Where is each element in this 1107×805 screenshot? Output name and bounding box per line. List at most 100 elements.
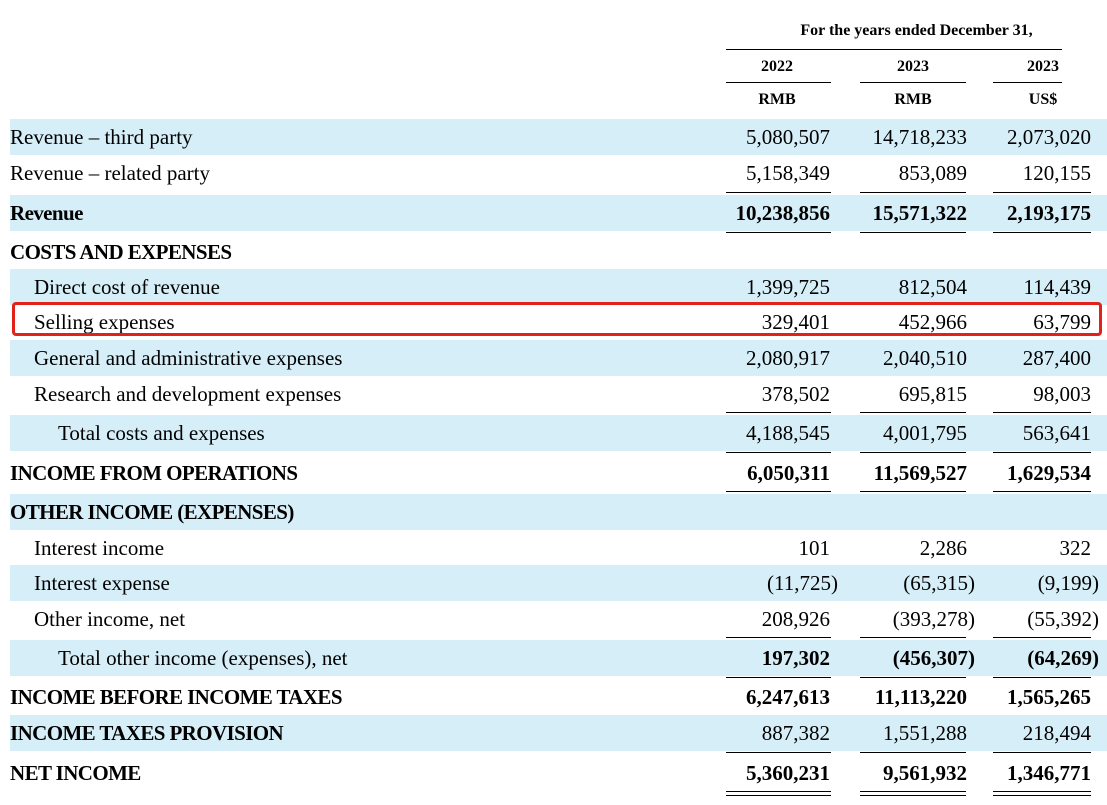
subtotal-rule	[860, 752, 966, 753]
grand-total-double-rule	[726, 791, 831, 796]
table-row: Research and development expenses 378,50…	[10, 376, 1107, 412]
cell-2023-rmb: 1,551,288	[883, 721, 967, 745]
cell-2023-usd: 1,346,771	[1007, 761, 1091, 785]
subtotal-rule	[993, 412, 1091, 413]
cell-2023-rmb: 2,286	[919, 536, 967, 560]
row-label: Interest expense	[34, 571, 170, 595]
header-rule	[726, 49, 1062, 50]
cell-2023-rmb: (65,315)	[903, 571, 975, 595]
total-rule	[726, 677, 831, 678]
cell-2023-usd: 120,155	[1022, 161, 1091, 185]
total-rule	[726, 232, 831, 233]
col-currency-rmb-2: RMB	[894, 91, 932, 108]
section-heading: COSTS AND EXPENSES	[10, 240, 232, 264]
col-year-2023-usd: 2023	[1027, 58, 1059, 75]
total-rule	[993, 677, 1091, 678]
row-label: Total costs and expenses	[58, 421, 265, 445]
year-rule-1	[726, 82, 831, 83]
cell-2023-rmb: 695,815	[898, 382, 967, 406]
cell-2023-rmb: 812,504	[898, 275, 967, 299]
cell-2022-rmb: 5,360,231	[746, 761, 830, 785]
cell-2022-rmb: 887,382	[761, 721, 830, 745]
cell-2023-rmb: 9,561,932	[883, 761, 967, 785]
cell-2022-rmb: (11,725)	[767, 571, 838, 595]
table-row: Revenue – third party 5,080,507 14,718,2…	[10, 119, 1107, 155]
year-rule-2	[860, 82, 966, 83]
cell-2023-usd: (55,392)	[1027, 607, 1099, 631]
table-row: Revenue 10,238,856 15,571,322 2,193,175	[10, 195, 1107, 231]
row-label: Other income, net	[34, 607, 186, 631]
cell-2023-usd: 322	[1059, 536, 1092, 560]
section-heading: OTHER INCOME (EXPENSES)	[10, 500, 294, 524]
cell-2023-rmb: 452,966	[898, 310, 967, 334]
cell-2023-usd: (64,269)	[1027, 646, 1099, 670]
col-year-2022: 2022	[761, 58, 793, 75]
subtotal-rule	[860, 192, 966, 193]
cell-2023-usd: 218,494	[1022, 721, 1091, 745]
cell-2022-rmb: 329,401	[761, 310, 830, 334]
grand-total-double-rule	[993, 791, 1091, 796]
grand-total-double-rule	[860, 791, 966, 796]
cell-2023-rmb: 4,001,795	[883, 421, 967, 445]
total-rule	[726, 491, 831, 492]
table-row: Selling expenses 329,401 452,966 63,799	[10, 304, 1107, 340]
table-row: Other income, net 208,926 (393,278) (55,…	[10, 601, 1107, 637]
row-label: General and administrative expenses	[34, 346, 343, 370]
cell-2022-rmb: 6,050,311	[747, 461, 830, 485]
table-row: INCOME TAXES PROVISION 887,382 1,551,288…	[10, 715, 1107, 751]
row-label: INCOME BEFORE INCOME TAXES	[10, 685, 343, 709]
cell-2022-rmb: 5,080,507	[746, 125, 830, 149]
table-row: Total costs and expenses 4,188,545 4,001…	[10, 415, 1107, 451]
row-label: Revenue – related party	[10, 161, 210, 185]
subtotal-rule	[726, 637, 831, 638]
table-row: Direct cost of revenue 1,399,725 812,504…	[10, 269, 1107, 305]
section-heading-row: OTHER INCOME (EXPENSES)	[10, 494, 1107, 530]
row-label: Research and development expenses	[34, 382, 342, 406]
section-heading-row: COSTS AND EXPENSES	[10, 234, 1107, 270]
cell-2023-usd: 2,193,175	[1007, 201, 1091, 225]
total-rule	[860, 677, 966, 678]
row-label: Selling expenses	[34, 310, 175, 334]
cell-2023-usd: 114,439	[1023, 275, 1091, 299]
cell-2023-rmb: (456,307)	[892, 646, 975, 670]
subtotal-rule	[860, 637, 966, 638]
cell-2023-usd: (9,199)	[1037, 571, 1099, 595]
row-label: NET INCOME	[10, 761, 141, 785]
cell-2023-usd: 1,629,534	[1007, 461, 1091, 485]
col-currency-usd: US$	[1028, 91, 1058, 108]
row-label: Revenue – third party	[10, 125, 193, 149]
total-rule	[860, 491, 966, 492]
subtotal-rule	[993, 637, 1091, 638]
year-rule-3	[993, 82, 1062, 83]
cell-2022-rmb: 197,302	[761, 646, 830, 670]
col-currency-rmb-1: RMB	[758, 91, 796, 108]
subtotal-rule	[726, 752, 831, 753]
table-row: INCOME FROM OPERATIONS 6,050,311 11,569,…	[10, 455, 1107, 491]
table-row: Interest expense (11,725) (65,315) (9,19…	[10, 565, 1107, 601]
subtotal-rule	[993, 752, 1091, 753]
cell-2023-usd: 563,641	[1022, 421, 1091, 445]
cell-2022-rmb: 4,188,545	[746, 421, 830, 445]
cell-2022-rmb: 378,502	[761, 382, 830, 406]
cell-2023-usd: 1,565,265	[1007, 685, 1091, 709]
cell-2022-rmb: 1,399,725	[746, 275, 830, 299]
table-row: Total other income (expenses), net 197,3…	[10, 640, 1107, 676]
row-label: Interest income	[34, 536, 165, 560]
cell-2022-rmb: 6,247,613	[746, 685, 830, 709]
cell-2023-rmb: 14,718,233	[872, 125, 968, 149]
row-label: Total other income (expenses), net	[58, 646, 348, 670]
subtotal-rule	[726, 192, 831, 193]
cell-2022-rmb: 10,238,856	[735, 201, 831, 225]
table-row: Interest income 101 2,286 322	[10, 530, 1107, 566]
cell-2022-rmb: 101	[798, 536, 831, 560]
total-rule	[993, 452, 1091, 453]
total-rule	[860, 232, 966, 233]
subtotal-rule	[726, 412, 831, 413]
cell-2023-usd: 287,400	[1022, 346, 1091, 370]
subtotal-rule	[993, 192, 1091, 193]
table-row: INCOME BEFORE INCOME TAXES 6,247,613 11,…	[10, 679, 1107, 715]
total-rule	[993, 491, 1091, 492]
cell-2023-rmb: 15,571,322	[872, 201, 968, 225]
cell-2023-rmb: 853,089	[898, 161, 967, 185]
total-rule	[726, 452, 831, 453]
